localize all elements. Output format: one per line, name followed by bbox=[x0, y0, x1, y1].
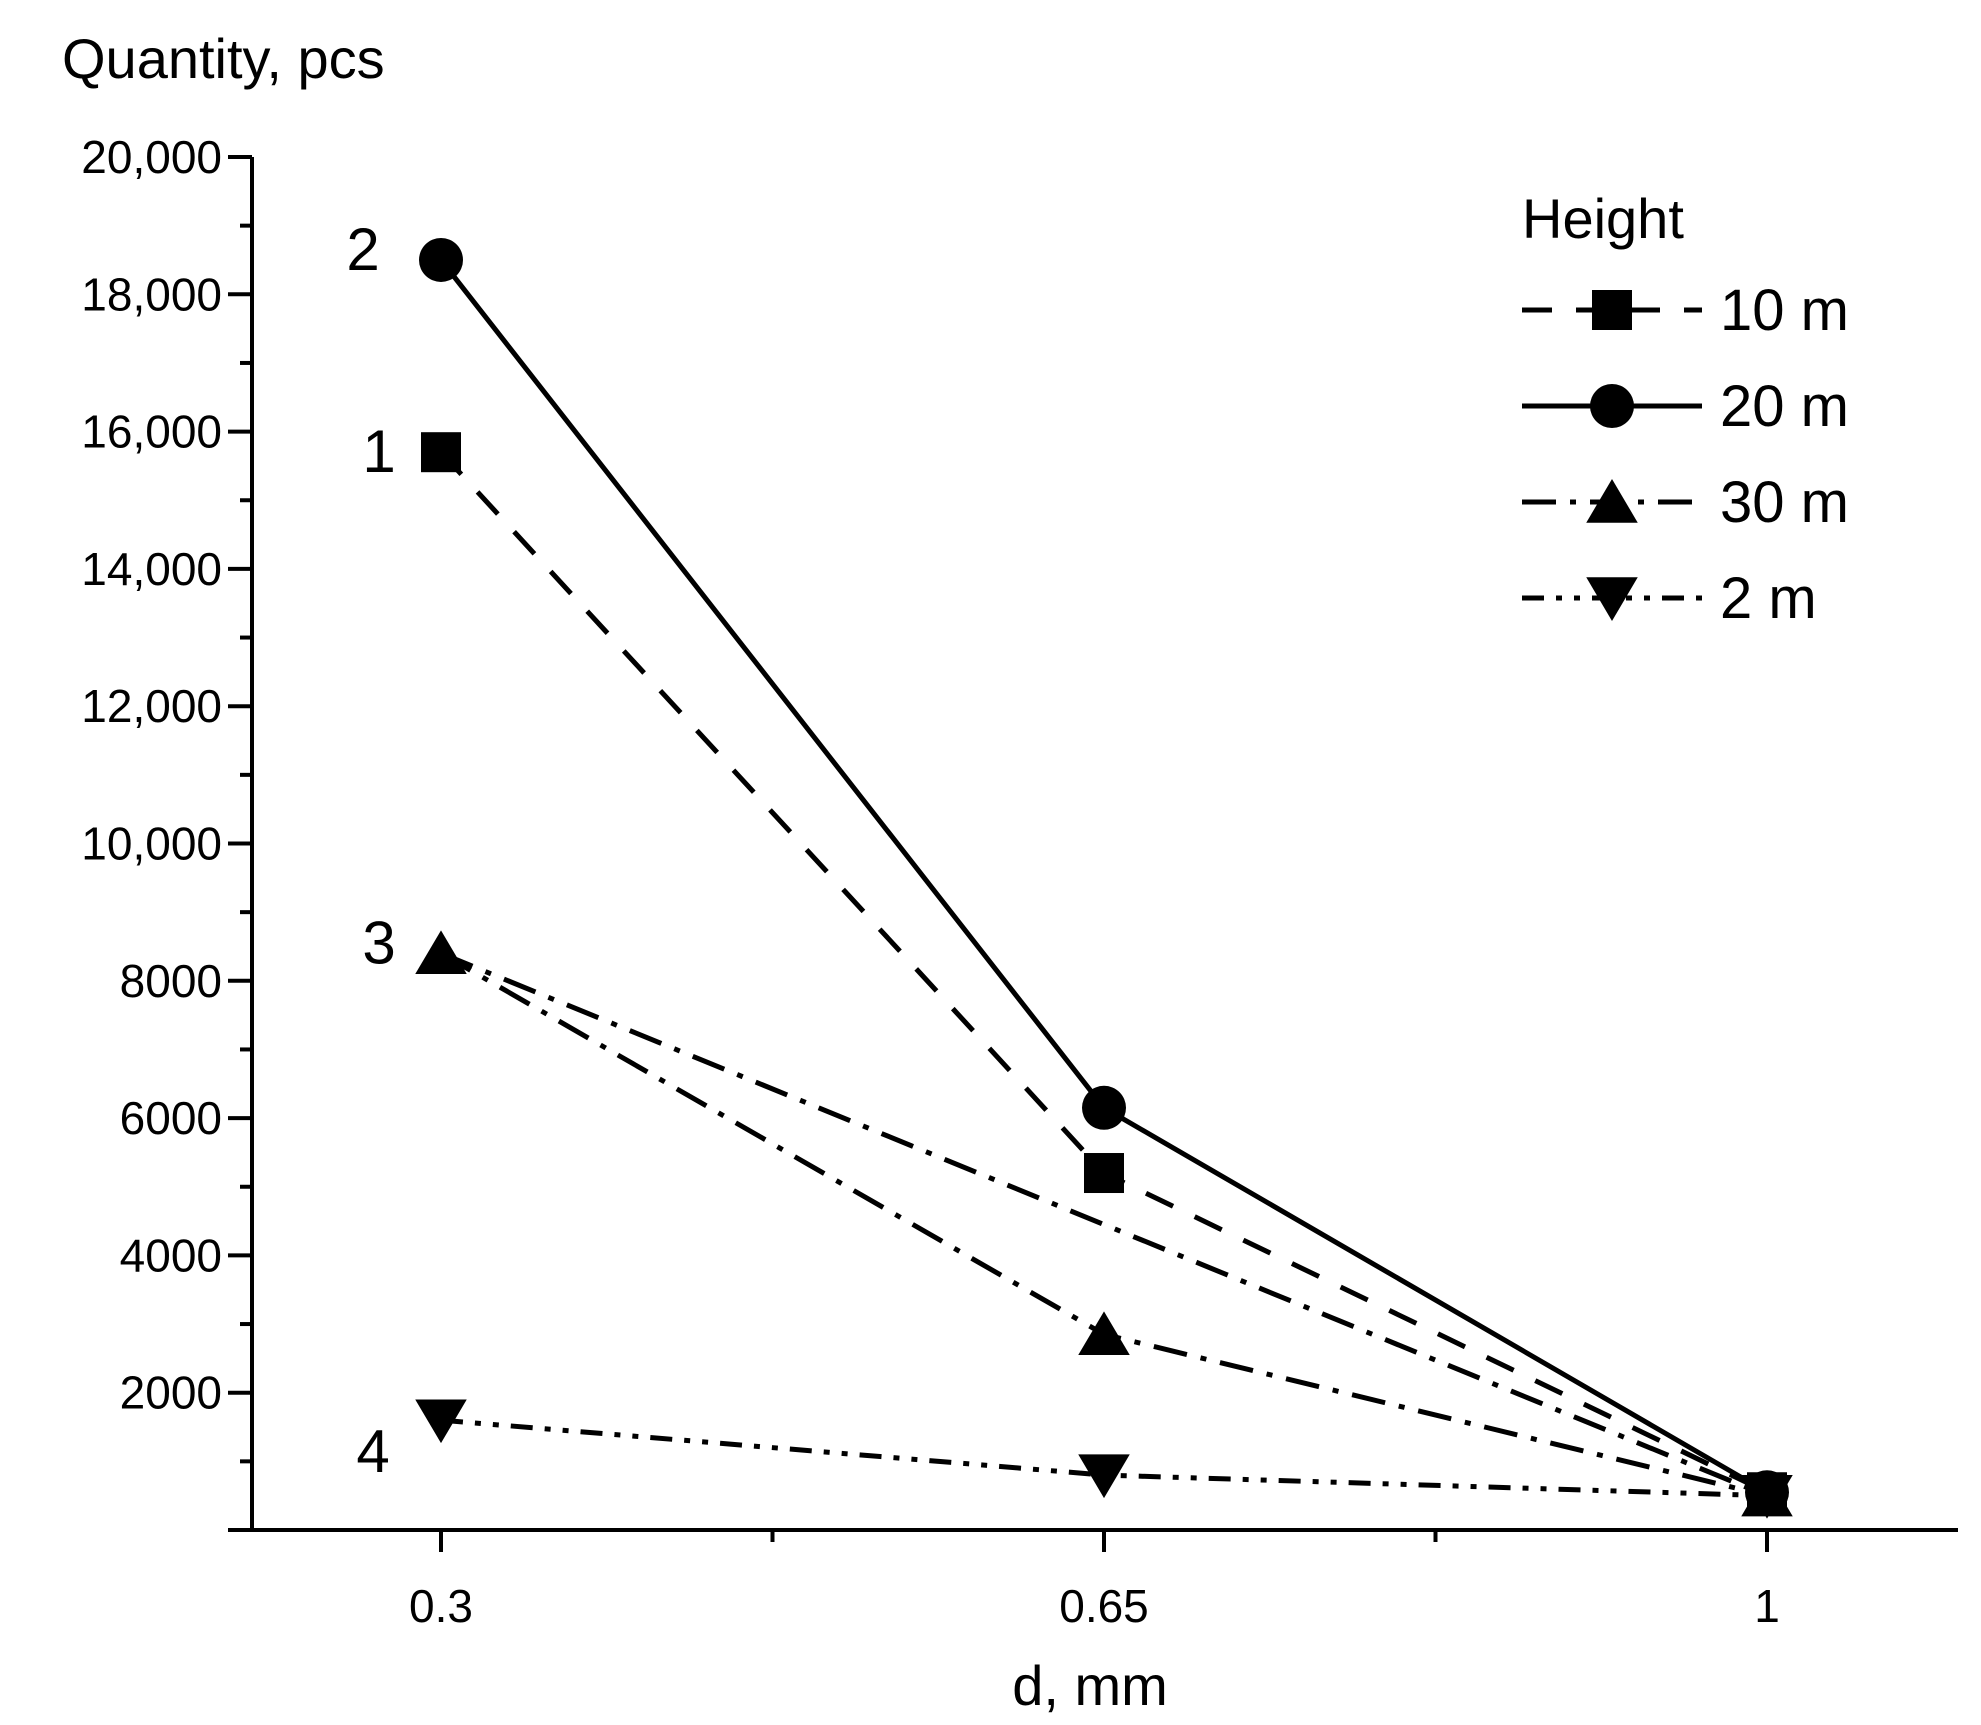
legend-marker bbox=[1590, 384, 1634, 428]
legend-marker bbox=[1592, 290, 1632, 330]
legend-marker bbox=[1586, 577, 1638, 621]
legend-label: 20 m bbox=[1720, 374, 1849, 439]
series-line bbox=[439, 258, 1769, 1495]
x-axis-title: d, mm bbox=[1012, 1654, 1168, 1717]
legend-title: Height bbox=[1522, 187, 1684, 250]
data-point bbox=[415, 930, 467, 975]
y-tick-label: 20,000 bbox=[81, 131, 222, 183]
y-tick-label: 10,000 bbox=[81, 818, 222, 870]
legend-item: 2 m bbox=[1522, 566, 1817, 631]
y-tick-label: 16,000 bbox=[81, 406, 222, 458]
y-tick-label: 12,000 bbox=[81, 680, 222, 732]
data-point bbox=[415, 1399, 467, 1444]
curve-label: 1 bbox=[362, 418, 395, 485]
annotations bbox=[440, 951, 1768, 1498]
legend-label: 2 m bbox=[1720, 566, 1817, 631]
x-tick-label: 1 bbox=[1754, 1580, 1780, 1632]
y-axis-ticks: 2000 4000 6000 8000 10,000 12,000 14,000 16,000… bbox=[81, 131, 252, 1464]
data-point bbox=[419, 237, 463, 282]
x-tick-label: 0.3 bbox=[409, 1580, 473, 1632]
data-point bbox=[1741, 1474, 1793, 1519]
curve-label: 3 bbox=[362, 909, 395, 976]
y-axis-title: Quantity, pcs bbox=[62, 27, 385, 90]
legend-marker bbox=[1586, 479, 1638, 523]
axes bbox=[228, 157, 1958, 1532]
legend-item: 30 m bbox=[1522, 470, 1849, 535]
data-point bbox=[1078, 1311, 1130, 1356]
y-tick-label: 2000 bbox=[120, 1367, 222, 1419]
legend-item: 20 m bbox=[1522, 374, 1849, 439]
y-tick-label: 8000 bbox=[120, 955, 222, 1007]
series-group: 1 2 3 4 bbox=[346, 216, 1793, 1519]
x-tick-label: 0.65 bbox=[1059, 1580, 1149, 1632]
data-point bbox=[421, 432, 461, 473]
curve-label: 4 bbox=[356, 1418, 389, 1485]
legend-item: 10 m bbox=[1522, 278, 1849, 343]
legend-label: 10 m bbox=[1720, 278, 1849, 343]
data-point bbox=[1084, 1153, 1124, 1194]
curve-label: 2 bbox=[346, 216, 379, 283]
y-tick-label: 18,000 bbox=[81, 268, 222, 320]
y-tick-label: 14,000 bbox=[81, 543, 222, 595]
legend-label: 30 m bbox=[1720, 470, 1849, 535]
series-30m: 3 bbox=[362, 909, 1793, 1517]
data-point bbox=[1078, 1454, 1130, 1499]
series-10m: 1 bbox=[362, 418, 1787, 1513]
data-point bbox=[1082, 1085, 1126, 1130]
x-axis-ticks: 0.3 0.65 1 bbox=[409, 1530, 1780, 1632]
y-tick-label: 6000 bbox=[120, 1092, 222, 1144]
y-tick-label: 4000 bbox=[120, 1229, 222, 1281]
series-2m: 4 bbox=[356, 1399, 1793, 1519]
series-20m: 2 bbox=[346, 216, 1789, 1515]
legend: Height 10 m 20 m 30 m 2 m bbox=[1522, 187, 1849, 631]
annotation-line bbox=[440, 951, 1768, 1498]
